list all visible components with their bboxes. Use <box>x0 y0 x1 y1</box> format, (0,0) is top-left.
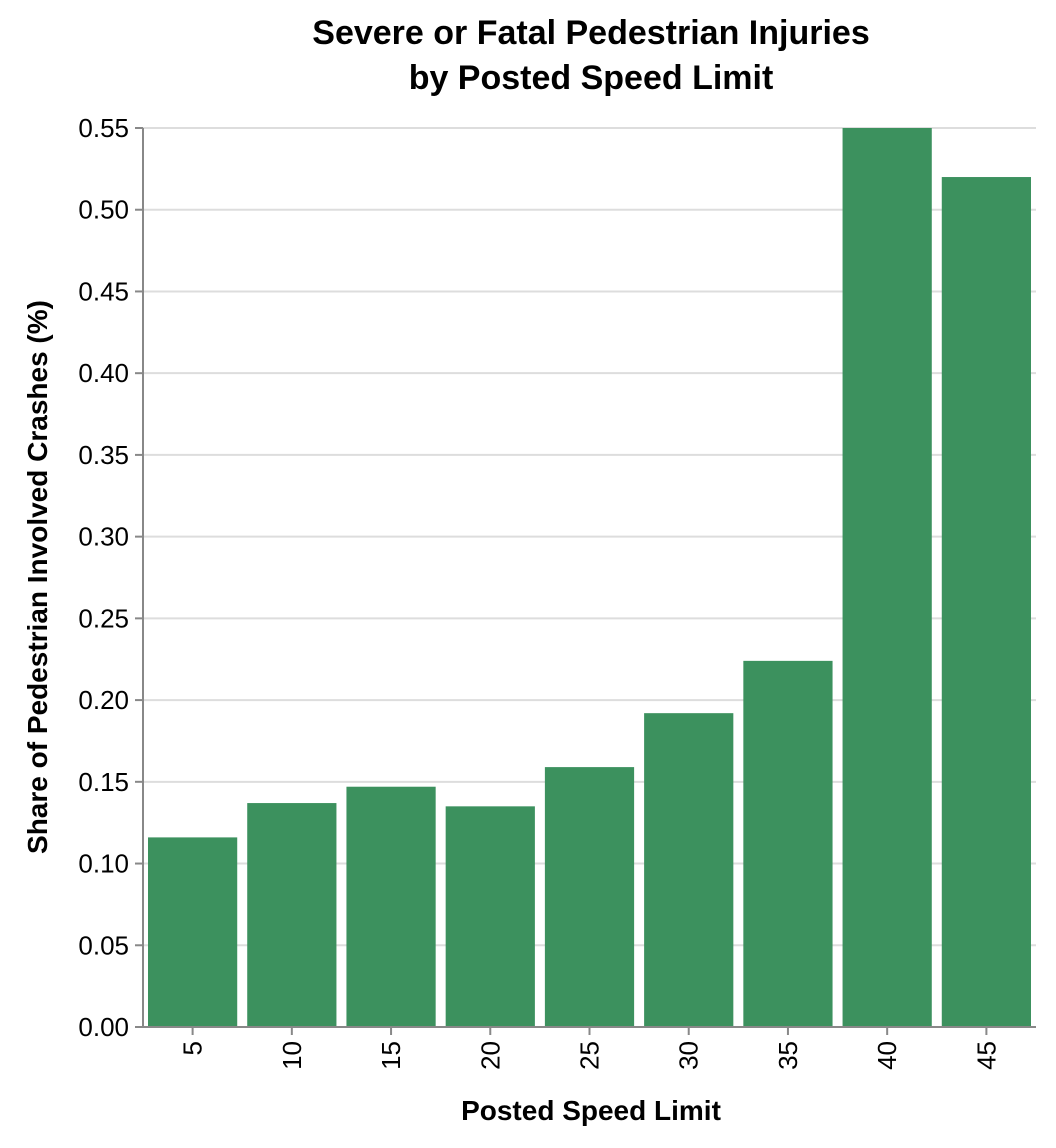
bar-speed-5 <box>148 837 238 1027</box>
x-tick-label: 20 <box>475 1041 505 1070</box>
x-tick-label: 5 <box>178 1041 208 1055</box>
y-tick-label: 0.20 <box>78 685 129 715</box>
x-tick-label: 30 <box>674 1041 704 1070</box>
chart-title-line-1: Severe or Fatal Pedestrian Injuries <box>312 14 869 52</box>
y-tick-label: 0.55 <box>78 113 129 143</box>
y-tick-label: 0.35 <box>78 440 129 470</box>
x-axis-title: Posted Speed Limit <box>461 1095 721 1126</box>
labels: Severe or Fatal Pedestrian Injuries by P… <box>22 14 870 1126</box>
y-tick-label: 0.05 <box>78 930 129 960</box>
bar-speed-15 <box>346 786 436 1027</box>
y-tick-label: 0.25 <box>78 603 129 633</box>
y-axis-title: Share of Pedestrian Involved Crashes (%) <box>22 300 53 854</box>
y-tick-label: 0.10 <box>78 849 129 879</box>
axes: 0.00 0.05 0.10 0.15 0.20 0.25 0.30 0.35 0.40 0.45… <box>78 113 1036 1070</box>
y-tick-label: 0.40 <box>78 358 129 388</box>
x-tick-label: 40 <box>872 1041 902 1070</box>
x-tick-label: 45 <box>971 1041 1001 1070</box>
y-tick-label: 0.15 <box>78 767 129 797</box>
bar-speed-25 <box>544 767 635 1027</box>
chart-title-line-2: by Posted Speed Limit <box>409 59 774 97</box>
bars <box>148 128 1031 1027</box>
y-tick-label: 0.45 <box>78 276 129 306</box>
x-tick-label: 15 <box>376 1041 406 1070</box>
y-tick-label: 0.50 <box>78 195 129 225</box>
bar-speed-45 <box>941 177 1031 1027</box>
y-tick-label: 0.30 <box>78 522 129 552</box>
x-tick-label: 10 <box>277 1041 307 1070</box>
bar-speed-10 <box>247 803 337 1027</box>
bar-speed-40 <box>842 128 932 1027</box>
bar-speed-30 <box>644 713 734 1027</box>
bar-speed-20 <box>445 806 535 1027</box>
bar-speed-35 <box>743 660 833 1027</box>
y-tick-label: 0.00 <box>78 1012 129 1042</box>
x-tick-label: 25 <box>575 1041 605 1070</box>
x-tick-label: 35 <box>773 1041 803 1070</box>
